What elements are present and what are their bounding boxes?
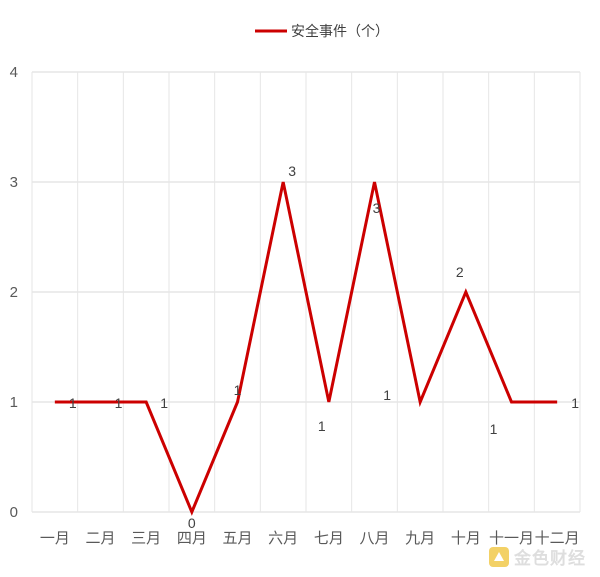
data-label: 1	[160, 395, 168, 411]
data-labels: 1 1 1 0 1 3 1 3 1 2 1 1	[69, 163, 579, 531]
x-tick-label: 十二月	[535, 530, 580, 547]
x-tick-label: 一月	[40, 530, 70, 547]
x-tick-label: 四月	[177, 530, 207, 547]
data-label: 0	[188, 515, 196, 531]
y-tick-label: 1	[10, 394, 18, 411]
series-layer	[54, 181, 558, 516]
x-tick-label: 七月	[314, 530, 344, 547]
legend[interactable]: 安全事件（个）	[255, 23, 389, 39]
data-label: 1	[490, 421, 498, 437]
x-tick-label: 十一月	[489, 530, 534, 547]
y-tick-label: 2	[10, 284, 18, 301]
jinse-logo-icon	[489, 546, 509, 567]
x-axis-ticks: 一月 二月 三月 四月 五月 六月 七月 八月 九月 十月 十一月 十二月	[40, 530, 580, 547]
data-label: 1	[234, 382, 242, 398]
series-line	[54, 181, 558, 516]
x-tick-label: 六月	[268, 530, 298, 547]
data-label: 3	[373, 200, 381, 216]
legend-label: 安全事件（个）	[291, 23, 389, 39]
y-tick-label: 0	[10, 504, 18, 521]
data-label: 3	[288, 163, 296, 179]
data-label: 1	[115, 395, 123, 411]
data-label: 1	[318, 418, 326, 434]
data-label: 1	[383, 387, 391, 403]
x-tick-label: 五月	[222, 530, 252, 547]
x-tick-label: 二月	[85, 530, 115, 547]
x-tick-label: 八月	[359, 530, 389, 547]
data-label: 2	[456, 264, 464, 280]
y-tick-label: 3	[10, 174, 18, 191]
x-tick-label: 三月	[131, 530, 161, 547]
watermark-text: 金色财经	[514, 549, 586, 569]
data-label: 1	[571, 395, 579, 411]
y-axis-ticks: 0 1 2 3 4	[10, 64, 18, 521]
x-tick-label: 九月	[405, 530, 435, 547]
watermark: 金色财经	[488, 544, 586, 569]
data-label: 1	[69, 395, 77, 411]
y-tick-label: 4	[10, 64, 18, 81]
x-tick-label: 十月	[451, 530, 481, 547]
